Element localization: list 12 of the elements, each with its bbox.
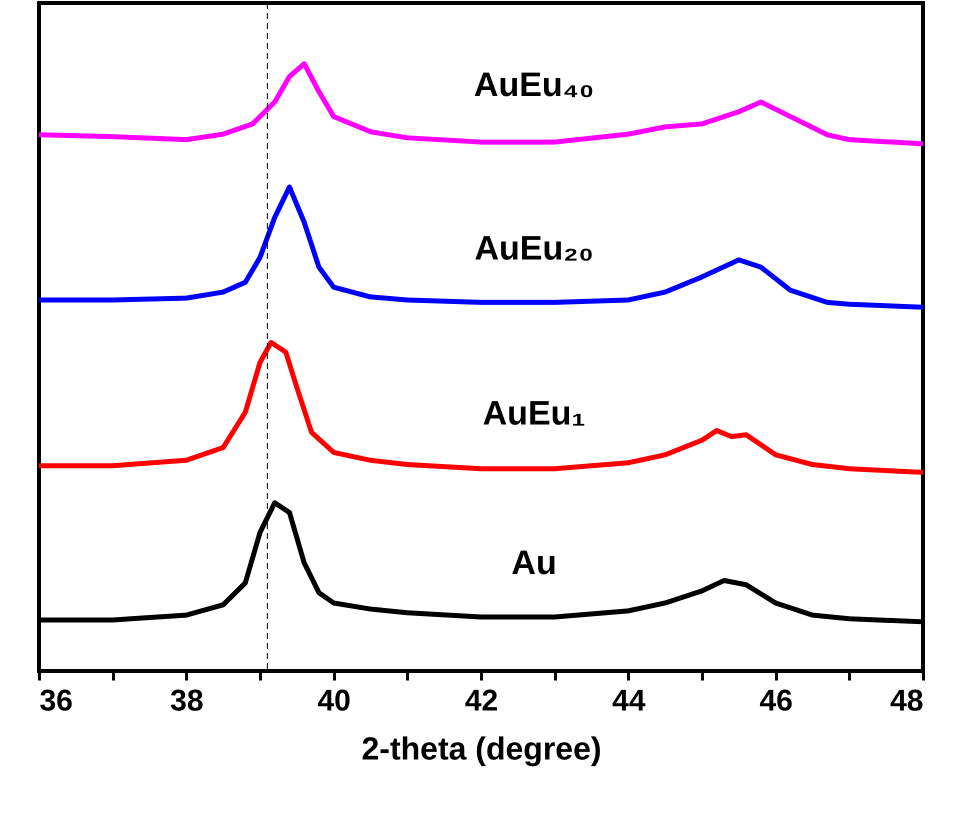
x-tick-label: 38 (170, 684, 204, 718)
series-label: AuEu₁ (482, 394, 586, 433)
x-tick-label: 46 (759, 684, 793, 718)
x-tick-label: 36 (40, 684, 73, 718)
series-label: AuEu₄₀ (474, 66, 594, 104)
x-tick-label: 48 (890, 684, 924, 718)
x-tick-label: 40 (317, 684, 351, 718)
series-label: Au (511, 544, 557, 582)
x-axis-title: 2-theta (degree) (361, 730, 602, 766)
x-tick-label: 42 (464, 684, 498, 718)
series-label: AuEu₂₀ (474, 230, 594, 268)
x-tick-label: 44 (612, 684, 646, 718)
